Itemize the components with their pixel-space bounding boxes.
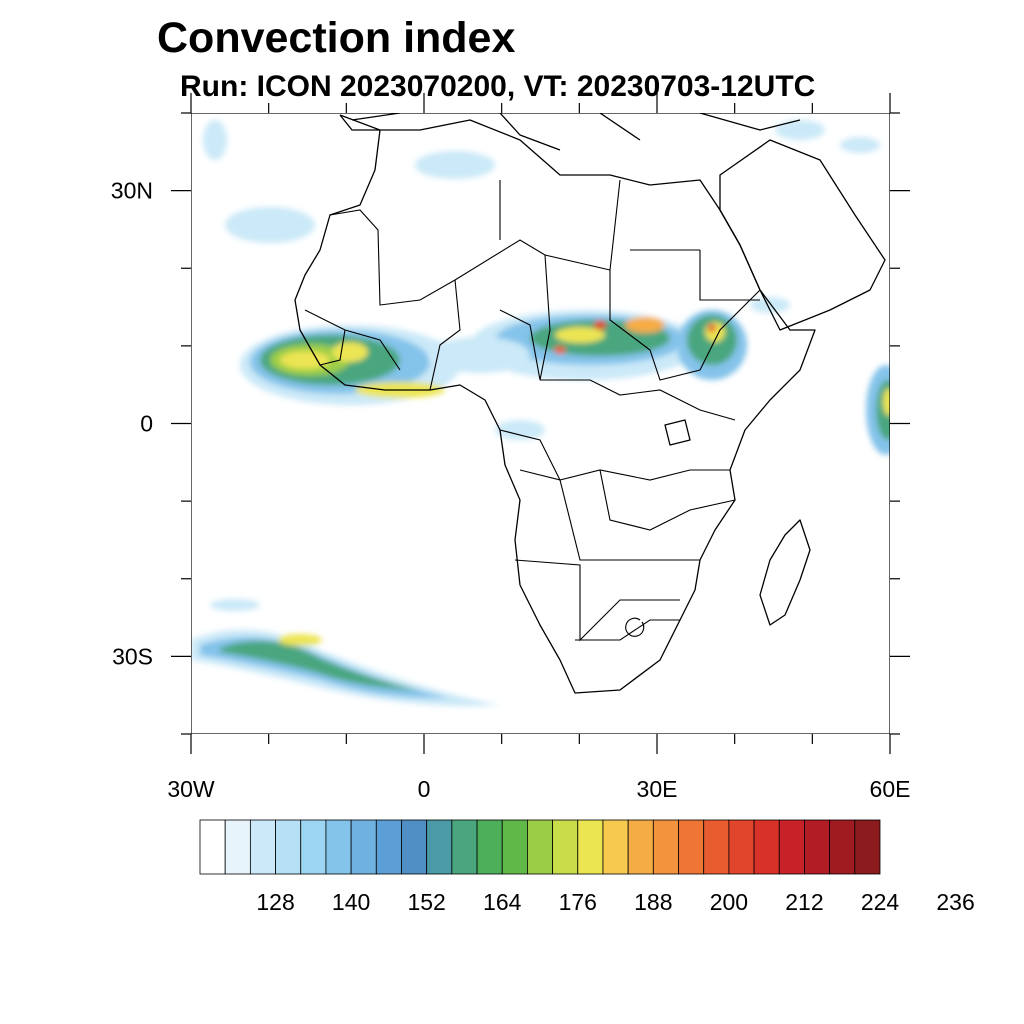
colorbar-swatch	[527, 819, 553, 875]
lat-tick-label: 30S	[112, 643, 153, 669]
lon-tick-label: 30W	[167, 776, 215, 802]
axis-labels: 30W 0 30E 60E 30N 0 30S	[111, 178, 911, 802]
axis-ticks	[171, 93, 910, 754]
colorbar-label: 224	[861, 889, 900, 915]
colorbar-label: 188	[634, 889, 672, 915]
colorbar-swatch	[224, 819, 251, 875]
colorbar-label: 212	[785, 889, 823, 915]
colorbar-swatch	[300, 819, 327, 875]
country-borders	[304, 179, 761, 642]
lake-victoria	[664, 419, 691, 446]
colorbar-label: 140	[332, 889, 370, 915]
europe-coast	[351, 113, 801, 151]
colorbar-swatch	[652, 819, 679, 875]
colorbar-swatch	[401, 819, 428, 875]
colorbar: 128 140 152 164 176 188 200 212 224 236	[199, 819, 975, 915]
colorbar-swatch	[275, 819, 302, 875]
colorbar-swatch	[426, 819, 453, 875]
colorbar-swatch	[552, 819, 579, 875]
colorbar-swatch	[854, 819, 881, 875]
colorbar-label: 236	[936, 889, 974, 915]
colorbar-swatch	[577, 819, 604, 875]
lon-tick-label: 30E	[637, 776, 678, 802]
colorbar-label: 152	[407, 889, 445, 915]
colorbar-swatch	[627, 819, 654, 875]
colorbar-swatch	[804, 819, 831, 875]
colorbar-swatch	[703, 819, 730, 875]
colorbar-swatch	[375, 819, 402, 875]
colorbar-label: 200	[710, 889, 748, 915]
colorbar-swatch	[451, 819, 478, 875]
colorbar-swatch	[602, 819, 629, 875]
convection-south-atlantic	[191, 599, 500, 706]
convection-central-belt	[430, 310, 700, 380]
lat-tick-label: 30N	[111, 178, 153, 204]
colorbar-swatch	[728, 819, 755, 875]
colorbar-swatch	[678, 819, 705, 875]
convection-field	[191, 120, 890, 706]
convection-indian-ocean	[866, 365, 890, 455]
colorbar-swatch	[829, 819, 856, 875]
convection-scattered	[203, 120, 880, 440]
arabian-peninsula	[719, 139, 886, 331]
chart-subtitle: Run: ICON 2023070200, VT: 20230703-12UTC	[180, 70, 816, 103]
coastlines	[294, 113, 886, 694]
colorbar-swatch	[753, 819, 780, 875]
map-area	[191, 113, 890, 734]
convection-ethiopia	[677, 297, 790, 380]
lon-tick-label: 0	[418, 776, 431, 802]
colorbar-label: 176	[559, 889, 597, 915]
madagascar	[759, 519, 811, 626]
convection-west-africa	[240, 325, 460, 405]
colorbar-swatch	[476, 819, 503, 875]
colorbar-swatch	[350, 819, 377, 875]
chart-title: Convection index	[157, 14, 516, 62]
lon-tick-label: 60E	[870, 776, 911, 802]
colorbar-label: 128	[256, 889, 294, 915]
colorbar-swatch	[778, 819, 805, 875]
colorbar-label: 164	[483, 889, 522, 915]
colorbar-swatch	[501, 819, 528, 875]
colorbar-swatch	[199, 819, 226, 875]
africa-coastline	[294, 114, 816, 694]
lat-tick-label: 0	[140, 411, 153, 437]
colorbar-swatch	[325, 819, 352, 875]
colorbar-swatch	[249, 819, 276, 875]
